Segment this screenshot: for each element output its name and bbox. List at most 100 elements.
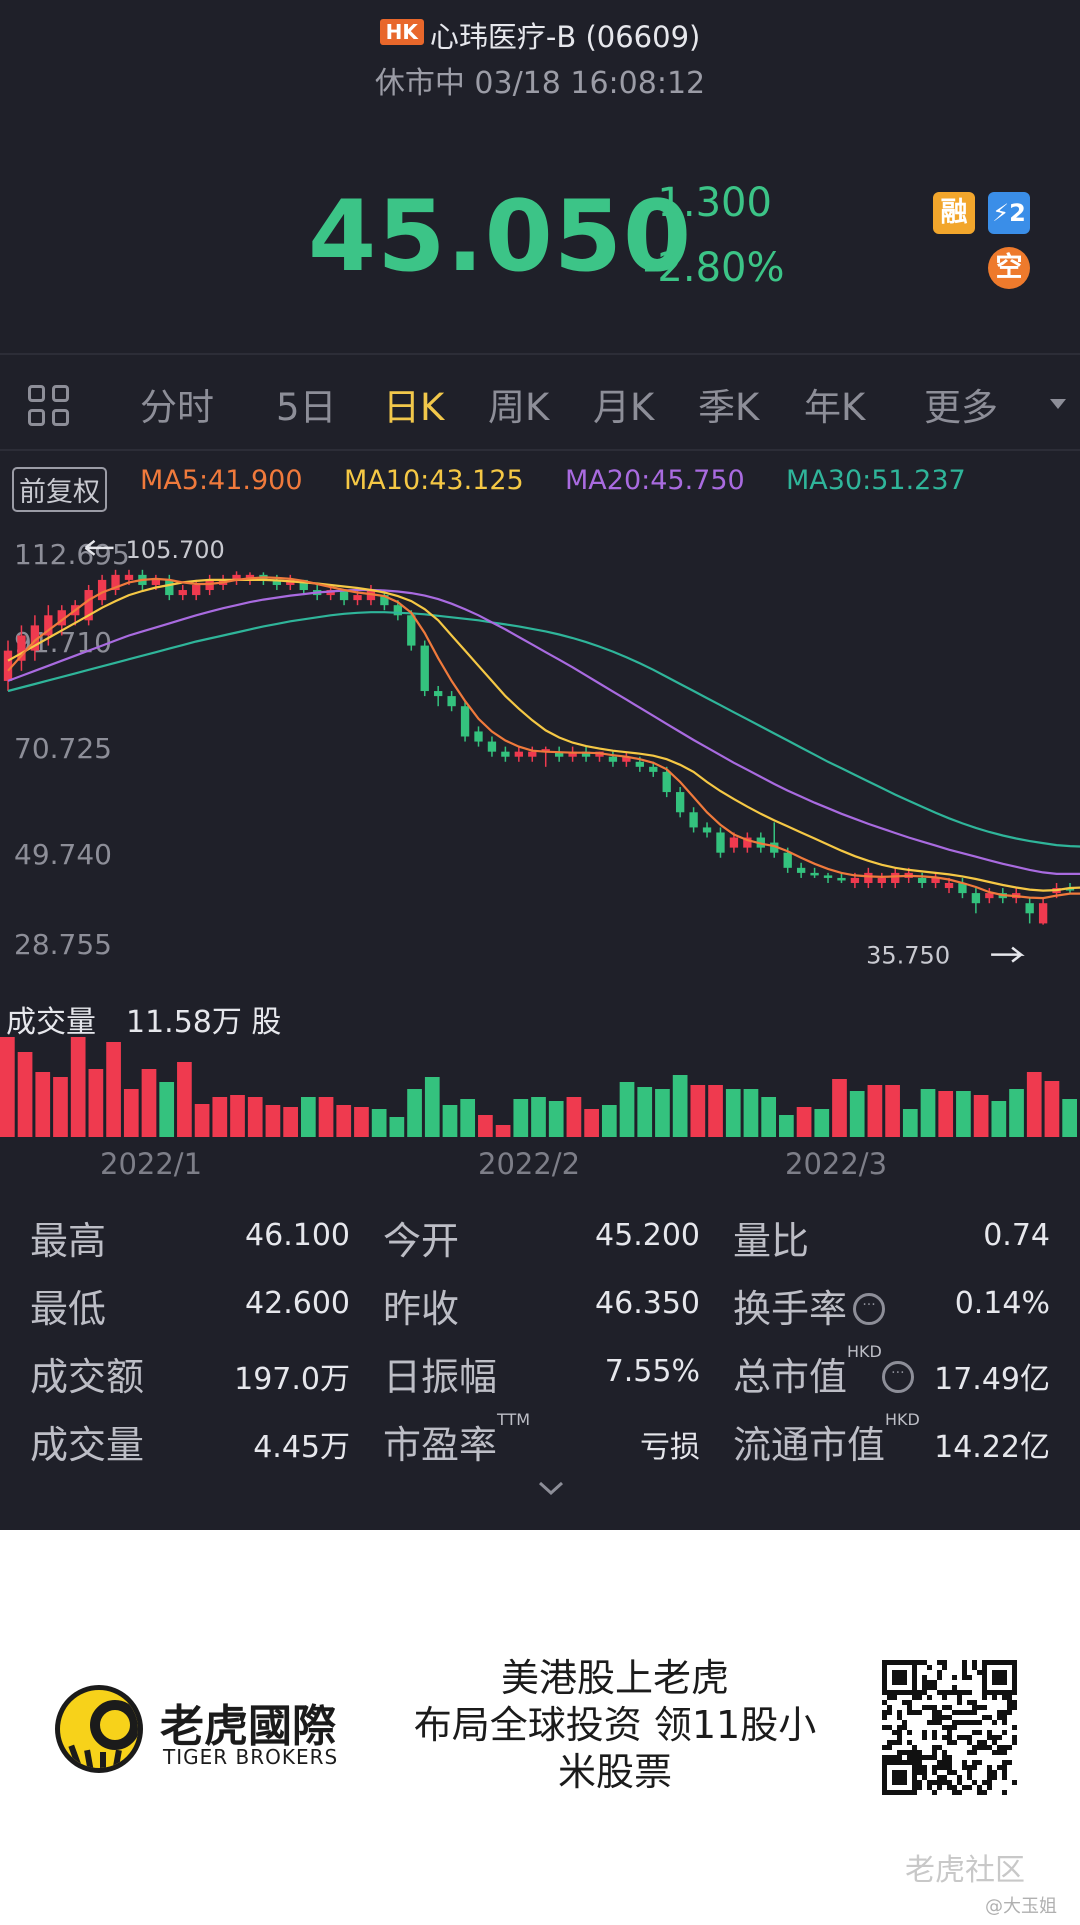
kline-chart[interactable]: 112.695 91.710 70.725 49.740 28.755 105.700 35… — [0, 520, 1080, 1170]
caret-down-icon[interactable] — [1050, 399, 1066, 409]
candle-body — [514, 751, 524, 757]
candle-body — [743, 837, 752, 848]
last-price: 45.050 — [308, 180, 693, 294]
candle-body — [124, 574, 134, 580]
candle-body — [299, 579, 308, 591]
volume-bar — [779, 1115, 794, 1137]
candle-body — [460, 706, 470, 737]
stat-label-high: 最高 — [30, 1219, 107, 1263]
volume-bar — [88, 1069, 104, 1137]
chevron-down-icon[interactable] — [537, 1474, 565, 1502]
stat-value-turnover: 197.0万 — [234, 1362, 350, 1397]
volume-bar — [478, 1115, 493, 1137]
ma20-line — [7, 588, 1080, 875]
stock-detail-screen: HK 心玮医疗-B (06609) 休市中 03/18 16:08:12 45.0… — [0, 0, 1080, 1530]
volume-bar — [619, 1082, 635, 1137]
stock-header: HK 心玮医疗-B (06609) — [0, 14, 1080, 56]
candle-body — [1025, 903, 1034, 914]
info-icon[interactable]: ··· — [853, 1292, 886, 1325]
candle-body — [272, 579, 282, 585]
candle-body — [528, 751, 537, 757]
chart-tabs: 分时 5日 日K 周K 月K 季K 年K 更多 — [0, 357, 1080, 447]
adjust-mode-button[interactable]: 前复权 — [12, 467, 107, 512]
volume-bar — [123, 1089, 139, 1137]
tab-monthly-k[interactable]: 月K — [593, 386, 655, 429]
ad-brand: 老虎國際 — [160, 1701, 336, 1752]
ad-slogan: 美港股上老虎 布局全球投资 领11股小 米股票 — [385, 1655, 845, 1796]
volume-bar — [247, 1097, 263, 1137]
volume-bar — [194, 1104, 210, 1137]
stat-label-volume: 成交量 — [30, 1423, 145, 1467]
volume-bar — [300, 1097, 316, 1137]
volume-label: 成交量 — [6, 1005, 96, 1040]
margin-badge[interactable]: 融 — [933, 192, 975, 234]
volume-bar — [708, 1085, 723, 1137]
tab-intraday[interactable]: 分时 — [140, 386, 214, 429]
tab-quarterly-k[interactable]: 季K — [698, 386, 760, 429]
candle-body — [84, 590, 93, 621]
volume-bar — [725, 1089, 741, 1137]
stat-value-amplitude: 7.55% — [604, 1354, 700, 1389]
volume-bar — [389, 1117, 405, 1137]
candle-body — [581, 751, 591, 757]
price-change: -1.300 — [643, 180, 772, 226]
ma30-label: MA30:51.237 — [786, 465, 966, 496]
volume-bar — [531, 1097, 546, 1137]
ma10-line — [7, 578, 1080, 892]
ma20-label: MA20:45.750 — [565, 465, 745, 496]
volume-bar — [141, 1069, 157, 1137]
candle-body — [810, 872, 819, 876]
watermark-site: 老虎社区 — [905, 1853, 1025, 1888]
y-tick-label: 49.740 — [14, 838, 112, 871]
volume-bar — [177, 1062, 192, 1137]
level2-badge[interactable]: ⚡2 — [988, 192, 1030, 234]
divider — [0, 449, 1080, 451]
volume-bar — [832, 1079, 847, 1137]
candle-body — [380, 595, 389, 606]
candle-body — [554, 751, 564, 757]
candle-body — [864, 872, 873, 883]
volume-bar — [460, 1099, 476, 1137]
info-icon[interactable]: ··· — [881, 1360, 914, 1393]
candle-body — [434, 691, 443, 697]
volume-bar — [761, 1097, 777, 1137]
x-label-mar: 2022/3 — [785, 1147, 888, 1181]
candle-body — [931, 877, 940, 883]
tab-yearly-k[interactable]: 年K — [804, 386, 866, 429]
volume-bar — [442, 1105, 458, 1137]
candle-body — [702, 827, 712, 833]
candle-body — [541, 749, 550, 752]
candle-body — [568, 751, 577, 757]
tab-daily-k[interactable]: 日K — [383, 386, 445, 429]
volume-bar — [867, 1085, 883, 1137]
candle-body — [796, 867, 806, 873]
volume-bar — [336, 1105, 352, 1137]
volume-bar — [70, 1037, 86, 1137]
volume-value: 11.58万 股 — [126, 1005, 282, 1040]
volume-bar — [902, 1109, 918, 1137]
tab-5day[interactable]: 5日 — [276, 386, 337, 429]
candle-body — [178, 590, 187, 596]
volume-bar — [230, 1095, 245, 1137]
volume-bar — [17, 1052, 33, 1137]
candle-body — [393, 605, 403, 616]
short-badge[interactable]: 空 — [988, 247, 1030, 289]
volume-bar — [814, 1109, 830, 1137]
volume-bar — [672, 1075, 688, 1137]
candle-body — [17, 635, 26, 661]
tab-more[interactable]: 更多 — [924, 386, 998, 429]
candle-body — [622, 756, 631, 762]
ad-line: 米股票 — [557, 1750, 672, 1794]
candle-body — [111, 574, 120, 591]
grid-icon[interactable] — [28, 385, 70, 427]
ad-line: 布局全球投资 领11股小 — [413, 1703, 817, 1747]
candle-body — [917, 877, 927, 883]
stat-label-prev-close: 昨收 — [383, 1287, 460, 1331]
qr-code-icon[interactable] — [882, 1660, 1017, 1795]
candle-body — [232, 574, 241, 580]
ma30-line — [7, 611, 1080, 848]
tab-weekly-k[interactable]: 周K — [488, 386, 550, 429]
ma5-label: MA5:41.900 — [140, 465, 303, 496]
ad-brand-en: TIGER BROKERS — [163, 1745, 339, 1769]
candle-body — [823, 875, 833, 878]
